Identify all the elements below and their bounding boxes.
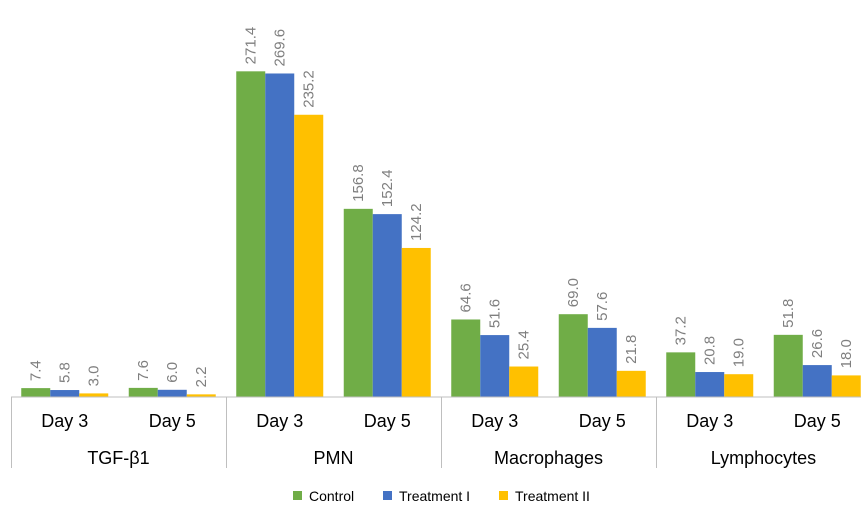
bar-macrophages-day-3-treatment-ii: [509, 366, 539, 397]
category-label: Day 3: [256, 411, 303, 431]
value-label: 7.6: [135, 360, 152, 381]
group-label: PMN: [314, 448, 354, 468]
bar-pmn-day-3-treatment-ii: [294, 114, 324, 397]
bar-tgf-1-day-3-treatment-i: [50, 390, 80, 397]
bar-lymphocytes-day-5-treatment-ii: [831, 375, 861, 397]
bar-pmn-day-3-control: [236, 71, 266, 397]
value-label: 7.4: [28, 360, 45, 381]
value-label: 152.4: [379, 170, 396, 208]
category-label: Day 5: [794, 411, 841, 431]
value-label: 235.2: [301, 70, 318, 108]
bar-tgf-1-day-5-treatment-ii: [186, 394, 216, 397]
legend-swatch-control: [293, 491, 302, 500]
value-label: 26.6: [809, 329, 826, 358]
value-label: 5.8: [57, 362, 74, 383]
category-label: Day 3: [686, 411, 733, 431]
bar-tgf-1-day-5-treatment-i: [157, 389, 187, 397]
value-label: 2.2: [193, 367, 210, 388]
value-label: 21.8: [623, 335, 640, 364]
legend-label-treatment-i: Treatment I: [399, 488, 470, 504]
value-label: 18.0: [838, 339, 855, 368]
bar-lymphocytes-day-3-treatment-ii: [724, 374, 754, 397]
bar-macrophages-day-3-control: [451, 319, 481, 397]
value-label: 19.0: [731, 338, 748, 367]
bar-macrophages-day-5-treatment-ii: [616, 370, 646, 397]
value-label: 156.8: [350, 164, 367, 202]
value-label: 51.6: [487, 299, 504, 328]
legend-label-control: Control: [309, 488, 354, 504]
value-label: 124.2: [408, 203, 425, 241]
bar-tgf-1-day-5-control: [128, 387, 158, 397]
legend-label-treatment-ii: Treatment II: [515, 488, 590, 504]
bar-macrophages-day-3-treatment-i: [480, 335, 510, 397]
value-labels-layer: 7.4 5.8 3.0 7.6 6.0 2.2 271.4 269.6 235.2 156.8 15…: [28, 27, 856, 388]
value-label: 269.6: [272, 29, 289, 67]
group-label: TGF-β1: [87, 448, 149, 468]
bar-macrophages-day-5-treatment-i: [587, 327, 617, 397]
value-label: 51.8: [780, 299, 797, 328]
category-label: Day 3: [41, 411, 88, 431]
category-label: Day 3: [471, 411, 518, 431]
category-label: Day 5: [579, 411, 626, 431]
group-label: Macrophages: [494, 448, 603, 468]
value-label: 6.0: [164, 362, 181, 383]
bars-layer: [21, 71, 861, 397]
group-label: Lymphocytes: [711, 448, 816, 468]
value-label: 25.4: [516, 330, 533, 359]
value-label: 271.4: [243, 27, 260, 65]
bar-tgf-1-day-3-control: [21, 388, 51, 397]
category-label: Day 5: [149, 411, 196, 431]
bar-pmn-day-3-treatment-i: [265, 73, 295, 397]
bar-tgf-1-day-3-treatment-ii: [79, 393, 109, 397]
bar-lymphocytes-day-5-control: [773, 334, 803, 397]
legend-swatch-treatment-ii: [499, 491, 508, 500]
bar-lymphocytes-day-3-control: [666, 352, 696, 397]
bar-pmn-day-5-treatment-ii: [401, 247, 431, 397]
value-label: 57.6: [594, 292, 611, 321]
value-label: 3.0: [86, 366, 103, 387]
bar-pmn-day-5-treatment-i: [372, 214, 402, 397]
bar-lymphocytes-day-5-treatment-i: [802, 365, 832, 397]
value-label: 20.8: [702, 336, 719, 365]
bar-lymphocytes-day-3-treatment-i: [695, 372, 725, 397]
value-label: 64.6: [458, 283, 475, 312]
legend: Control Treatment I Treatment II: [293, 488, 590, 504]
value-label: 69.0: [565, 278, 582, 307]
category-label: Day 5: [364, 411, 411, 431]
bar-pmn-day-5-control: [343, 208, 373, 397]
legend-swatch-treatment-i: [383, 491, 392, 500]
bar-macrophages-day-5-control: [558, 314, 588, 397]
value-label: 37.2: [673, 316, 690, 345]
